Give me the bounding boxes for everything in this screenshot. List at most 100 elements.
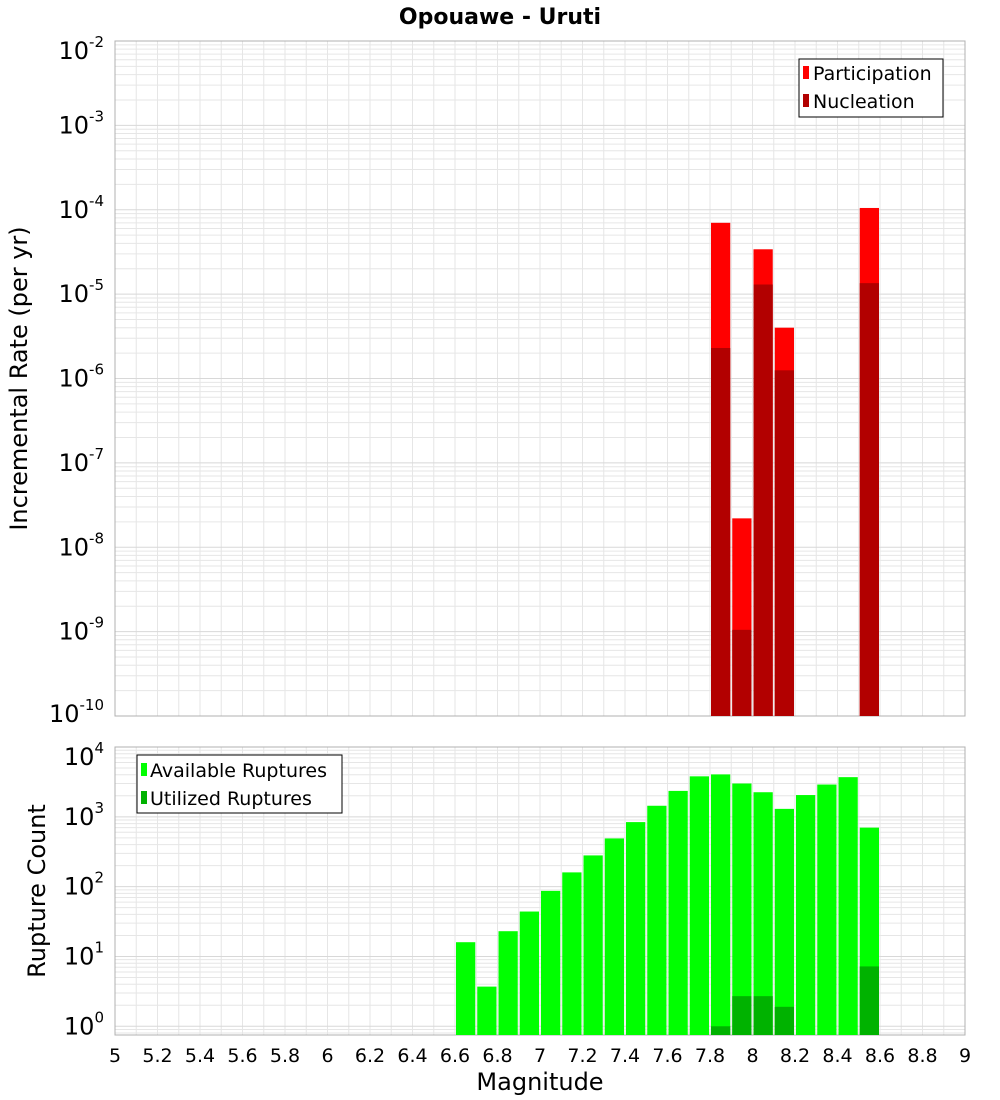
counts-bar-utilized-ruptures — [774, 1006, 794, 1035]
rates-grid — [115, 40, 966, 717]
counts-bar-available-ruptures — [626, 822, 646, 1035]
x-tick-label: 8.6 — [865, 1045, 895, 1067]
counts-y-tick-label: 101 — [64, 938, 104, 970]
counts-legend: Available Ruptures Utilized Ruptures — [136, 754, 343, 814]
rates-y-tick-exponent: -8 — [89, 529, 104, 547]
counts-bar-available-ruptures — [817, 784, 837, 1035]
rates-bar-nucleation — [732, 629, 752, 716]
rates-bar-nucleation — [859, 283, 879, 716]
counts-y-tick-exponent: 1 — [94, 938, 104, 956]
counts-bar-available-ruptures — [477, 986, 497, 1035]
x-tick-label: 9 — [959, 1045, 971, 1067]
x-tick-label: 7 — [534, 1045, 546, 1067]
legend-swatch-participation — [803, 66, 809, 79]
counts-y-tick-label: 104 — [64, 739, 104, 771]
legend-swatch-utilized-ruptures — [141, 791, 147, 804]
counts-y-tick-base: 10 — [64, 942, 95, 970]
counts-bar-available-ruptures — [583, 855, 603, 1035]
rates-y-tick-exponent: -5 — [89, 276, 104, 294]
rates-y-axis-label: Incremental Rate (per yr) — [5, 226, 33, 530]
legend-swatch-nucleation — [803, 94, 809, 107]
x-tick-label: 5 — [109, 1045, 121, 1067]
counts-bar-utilized-ruptures — [859, 966, 879, 1035]
rates-y-tick-exponent: -3 — [89, 107, 104, 125]
counts-bar-available-ruptures — [796, 795, 816, 1035]
rates-bars — [711, 207, 879, 716]
rates-bar-nucleation — [711, 347, 731, 716]
counts-legend-box — [136, 754, 343, 814]
counts-bar-available-ruptures — [541, 890, 561, 1035]
rates-y-tick-label: 10-3 — [58, 107, 104, 139]
x-tick-label: 7.8 — [695, 1045, 725, 1067]
counts-y-tick-exponent: 2 — [94, 869, 104, 887]
counts-y-tick-label: 100 — [64, 1008, 104, 1040]
rates-y-tick-base: 10 — [58, 280, 89, 308]
counts-bar-available-ruptures — [647, 805, 667, 1035]
x-tick-label: 6.6 — [440, 1045, 470, 1067]
x-tick-label: 5.2 — [142, 1045, 172, 1067]
chart-title: Opouawe - Uruti — [399, 5, 601, 30]
rates-y-tick-exponent: -10 — [80, 696, 105, 714]
x-tick-label: 7.4 — [610, 1045, 640, 1067]
rates-y-tick-exponent: -7 — [89, 445, 104, 463]
rates-y-tick-label: 10-4 — [58, 192, 104, 224]
x-tick-label: 8.4 — [822, 1045, 852, 1067]
x-tick-label: 5.6 — [227, 1045, 257, 1067]
rates-y-tick-label: 10-6 — [58, 361, 104, 393]
counts-y-axis-label: Rupture Count — [23, 804, 51, 978]
rates-y-tick-base: 10 — [58, 111, 89, 139]
rates-y-tick-base: 10 — [58, 533, 89, 561]
counts-y-tick-exponent: 4 — [94, 739, 104, 757]
x-tick-label: 6.8 — [482, 1045, 512, 1067]
counts-y-tick-base: 10 — [64, 873, 95, 901]
rates-y-tick-base: 10 — [58, 449, 89, 477]
x-tick-label: 8.2 — [780, 1045, 810, 1067]
rates-y-tick-base: 10 — [58, 196, 89, 224]
rates-y-tick-base: 10 — [58, 37, 89, 65]
counts-bar-available-ruptures — [456, 942, 476, 1035]
counts-bar-available-ruptures — [689, 776, 709, 1035]
x-tick-label: 5.4 — [185, 1045, 215, 1067]
rates-y-tick-label: 10-7 — [58, 445, 104, 477]
counts-bar-utilized-ruptures — [753, 996, 773, 1035]
rates-y-tick-exponent: -2 — [89, 33, 104, 51]
x-tick-label: 6 — [321, 1045, 333, 1067]
rates-y-tick-exponent: -4 — [89, 192, 104, 210]
counts-y-tick-exponent: 0 — [94, 1008, 104, 1026]
rates-y-tick-exponent: -9 — [89, 614, 104, 632]
counts-bar-available-ruptures — [774, 808, 794, 1035]
rates-y-tick-label: 10-8 — [58, 529, 104, 561]
rates-legend-box — [798, 58, 944, 118]
counts-x-ticks: 5 5.2 5.4 5.6 5.8 6 6.2 6.4 6.6 6.8 7 7.2 7.4 7.6 7.8 8… — [109, 1045, 971, 1067]
rates-y-tick-label: 10-10 — [49, 696, 104, 728]
counts-bar-utilized-ruptures — [732, 996, 752, 1035]
counts-y-tick-label: 103 — [64, 799, 104, 831]
counts-bar-available-ruptures — [562, 872, 582, 1035]
rates-y-tick-base: 10 — [58, 618, 89, 646]
counts-y-tick-exponent: 3 — [94, 799, 104, 817]
x-tick-label: 6.2 — [355, 1045, 385, 1067]
counts-bar-available-ruptures — [604, 838, 624, 1035]
legend-label-available-ruptures: Available Ruptures — [150, 760, 327, 782]
counts-bar-available-ruptures — [732, 783, 752, 1035]
rates-bar-nucleation — [753, 284, 773, 716]
rates-legend: Participation Nucleation — [798, 58, 944, 118]
counts-y-tick-base: 10 — [64, 803, 95, 831]
counts-y-tick-base: 10 — [64, 1012, 95, 1040]
legend-label-utilized-ruptures: Utilized Ruptures — [150, 788, 312, 810]
x-tick-label: 6.4 — [397, 1045, 427, 1067]
rates-y-tick-base: 10 — [58, 365, 89, 393]
counts-bar-available-ruptures — [668, 790, 688, 1035]
rates-y-tick-label: 10-5 — [58, 276, 104, 308]
counts-bar-available-ruptures — [711, 774, 731, 1035]
counts-y-tick-label: 102 — [64, 869, 104, 901]
counts-bar-available-ruptures — [753, 792, 773, 1035]
rates-bar-nucleation — [774, 370, 794, 716]
counts-bars — [456, 774, 879, 1035]
x-axis-label: Magnitude — [476, 1068, 603, 1096]
